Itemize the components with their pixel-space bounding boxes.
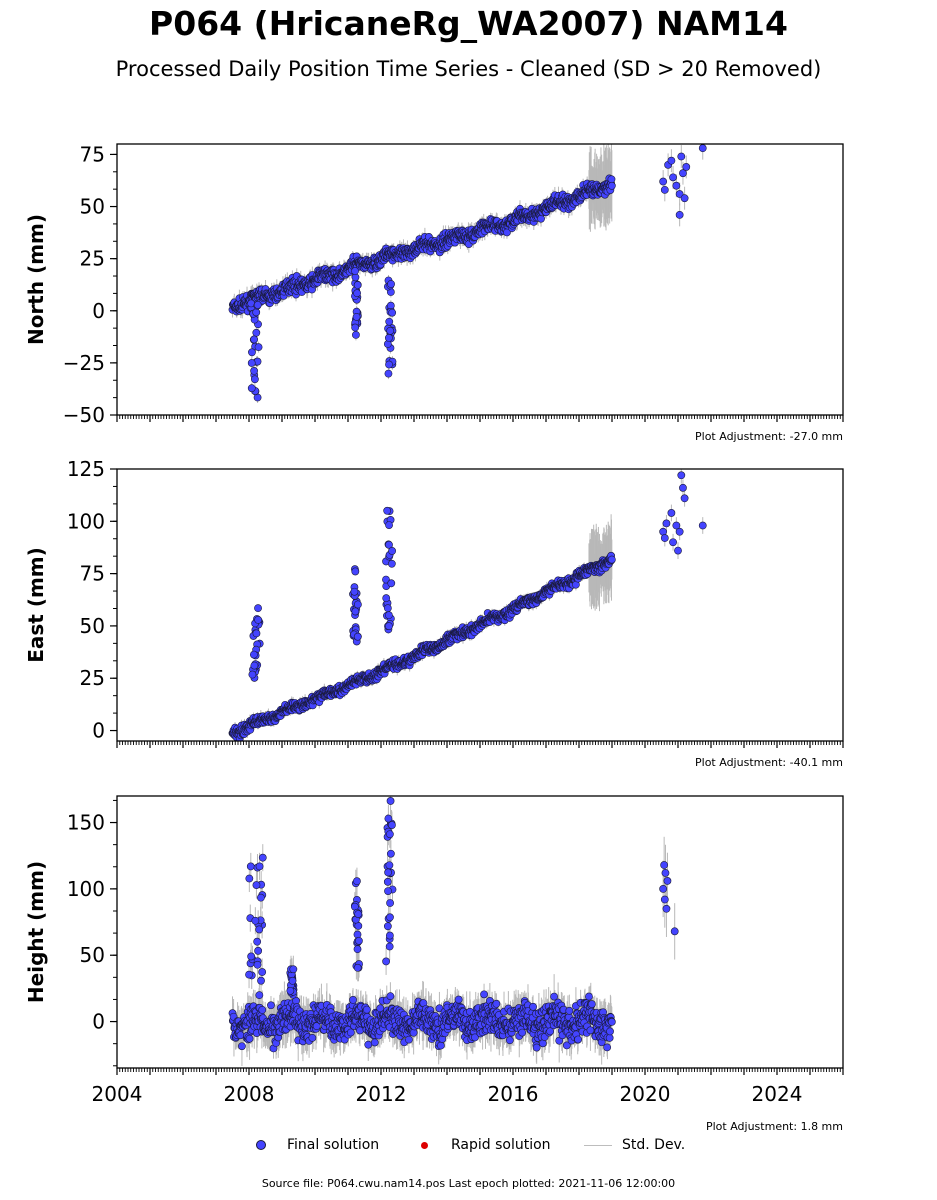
final-solution-point: [254, 604, 262, 613]
final-solution-point: [253, 301, 262, 309]
final-solution-point: [672, 181, 681, 190]
final-solution-point: [384, 369, 393, 378]
plot-area: [228, 144, 707, 404]
final-solution-point: [388, 308, 397, 317]
final-solution-point: [669, 173, 677, 182]
final-solution-point: [353, 632, 362, 641]
final-solution-point: [662, 519, 671, 528]
final-solution-point: [351, 567, 360, 576]
final-solution-point: [607, 175, 616, 184]
final-solution-point: [385, 540, 393, 549]
final-solution-point: [351, 607, 360, 616]
final-solution-point: [387, 579, 396, 588]
data-points: [228, 144, 707, 402]
final-solution-point: [254, 615, 263, 624]
y-tick-label: 25: [80, 247, 105, 271]
y-tick-label: 125: [67, 457, 105, 481]
y-tick-label: 100: [67, 509, 105, 533]
final-solution-point: [252, 328, 261, 337]
final-solution-point: [383, 604, 392, 613]
final-solution-point: [669, 538, 677, 547]
final-solution-point: [254, 343, 263, 352]
final-solution-point: [249, 650, 258, 659]
y-tick-label: 50: [80, 195, 105, 219]
final-solution-point: [352, 330, 360, 339]
final-solution-point: [537, 214, 545, 223]
final-solution-point: [382, 594, 391, 603]
plot-adjustment-note: Plot Adjustment: -27.0 mm: [695, 430, 843, 443]
final-solution-point: [248, 670, 257, 679]
final-solution-point: [383, 506, 392, 515]
final-solution-point: [672, 521, 681, 530]
final-solution-point: [675, 190, 684, 198]
final-solution-point: [679, 483, 687, 492]
final-solution-point: [250, 375, 259, 384]
final-solution-point: [385, 317, 394, 326]
final-solution-point: [353, 289, 361, 298]
final-solution-point: [382, 575, 390, 584]
final-solution-point: [680, 194, 689, 203]
y-tick-label: 0: [92, 299, 105, 323]
y-tick-label: 75: [80, 142, 105, 166]
y-tick-label: 25: [80, 666, 105, 690]
chart-title: P064 (HricaneRg_WA2007) NAM14: [149, 4, 788, 43]
final-solution-point: [675, 527, 684, 536]
final-solution-point: [351, 267, 359, 275]
final-solution-point: [607, 181, 616, 190]
final-solution-point: [353, 281, 362, 289]
final-solution-point: [660, 185, 669, 194]
plot-frame: [116, 468, 844, 742]
final-solution-point: [247, 384, 256, 393]
y-tick-label: 75: [80, 562, 105, 586]
final-solution-point: [350, 587, 359, 596]
final-solution-point: [250, 367, 259, 375]
final-solution-point: [674, 546, 682, 555]
final-solution-point: [250, 661, 259, 670]
final-solution-point: [352, 312, 361, 321]
data-points: [228, 471, 707, 741]
final-solution-point: [247, 359, 256, 367]
final-solution-point: [388, 547, 396, 555]
final-solution-point: [660, 534, 669, 542]
final-solution-point: [607, 555, 616, 564]
final-solution-point: [353, 600, 362, 609]
final-solution-point: [384, 333, 393, 342]
final-solution-point: [248, 348, 256, 357]
final-solution-point: [679, 169, 687, 178]
final-solution-point: [385, 360, 393, 369]
final-solution-point: [675, 210, 684, 219]
final-solution-point: [698, 144, 707, 153]
final-solution-point: [698, 521, 707, 530]
final-solution-point: [252, 308, 261, 317]
final-solution-point: [387, 280, 395, 288]
chart-subtitle: Processed Daily Position Time Series - C…: [115, 57, 822, 81]
final-solution-point: [250, 335, 258, 344]
y-tick-label: 0: [92, 719, 105, 743]
y-axis-label: North (mm): [24, 214, 48, 345]
final-solution-point: [384, 611, 393, 620]
y-tick-label: −50: [63, 403, 105, 427]
final-solution-point: [252, 629, 261, 638]
final-solution-point: [351, 323, 360, 332]
final-solution-point: [659, 177, 668, 186]
final-solution-point: [386, 326, 395, 335]
final-solution-point: [667, 156, 676, 165]
final-solution-point: [682, 163, 691, 171]
y-tick-label: −25: [63, 351, 105, 375]
final-solution-point: [677, 471, 686, 480]
final-solution-point: [677, 152, 686, 161]
panel-0: −50 −25 0 25 50 75 North (mm) Plot Adjustment: …: [24, 142, 844, 443]
final-solution-point: [667, 509, 676, 517]
y-tick-label: 50: [80, 614, 105, 638]
final-solution-point: [680, 494, 689, 503]
final-solution-point: [387, 559, 396, 568]
final-solution-point: [385, 622, 393, 631]
plot-area: [228, 469, 707, 741]
plot-frame: [116, 143, 844, 416]
error-bars: [232, 144, 704, 404]
final-solution-point: [385, 521, 393, 529]
